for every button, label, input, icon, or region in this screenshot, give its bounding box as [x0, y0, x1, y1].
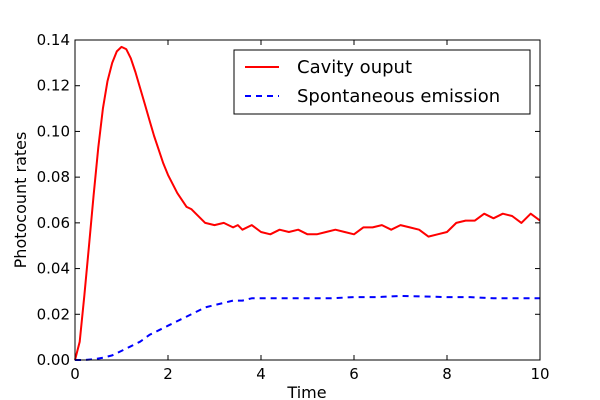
- y-tick-label: 0.00: [37, 351, 70, 369]
- series-line-cavity-output: [74, 45, 541, 361]
- series-line-spontaneous-emission: [75, 295, 540, 361]
- y-tick-label: 0.10: [37, 122, 70, 140]
- y-tick-label: 0.08: [37, 168, 70, 186]
- x-tick-label: 4: [256, 365, 266, 383]
- y-tick-label: 0.04: [37, 260, 70, 278]
- legend-label-spontaneous-emission: Spontaneous emission: [297, 86, 500, 107]
- x-axis-label: Time: [286, 383, 326, 400]
- y-axis-label: Photocount rates: [11, 132, 30, 269]
- x-tick-label: 8: [442, 365, 452, 383]
- y-tick-label: 0.12: [37, 77, 70, 95]
- series-layer: [74, 45, 541, 361]
- x-tick-label: 10: [530, 365, 549, 383]
- x-tick-label: 6: [349, 365, 359, 383]
- y-tick-label: 0.02: [37, 305, 70, 323]
- plot-frame: [74, 39, 541, 361]
- x-tick-label: 0: [70, 365, 80, 383]
- x-tick-label: 2: [163, 365, 173, 383]
- ticks-layer: 0 2 4 6 8 10 0.00 0.02 0.04 0.06 0.08 0.10 0.12 0.14: [37, 31, 550, 383]
- y-tick-label: 0.14: [37, 31, 70, 49]
- y-tick-label: 0.06: [37, 214, 70, 232]
- legend-label-cavity-output: Cavity ouput: [297, 57, 412, 78]
- legend-box: [233, 49, 531, 115]
- legend: Cavity ouput Spontaneous emission: [233, 49, 531, 115]
